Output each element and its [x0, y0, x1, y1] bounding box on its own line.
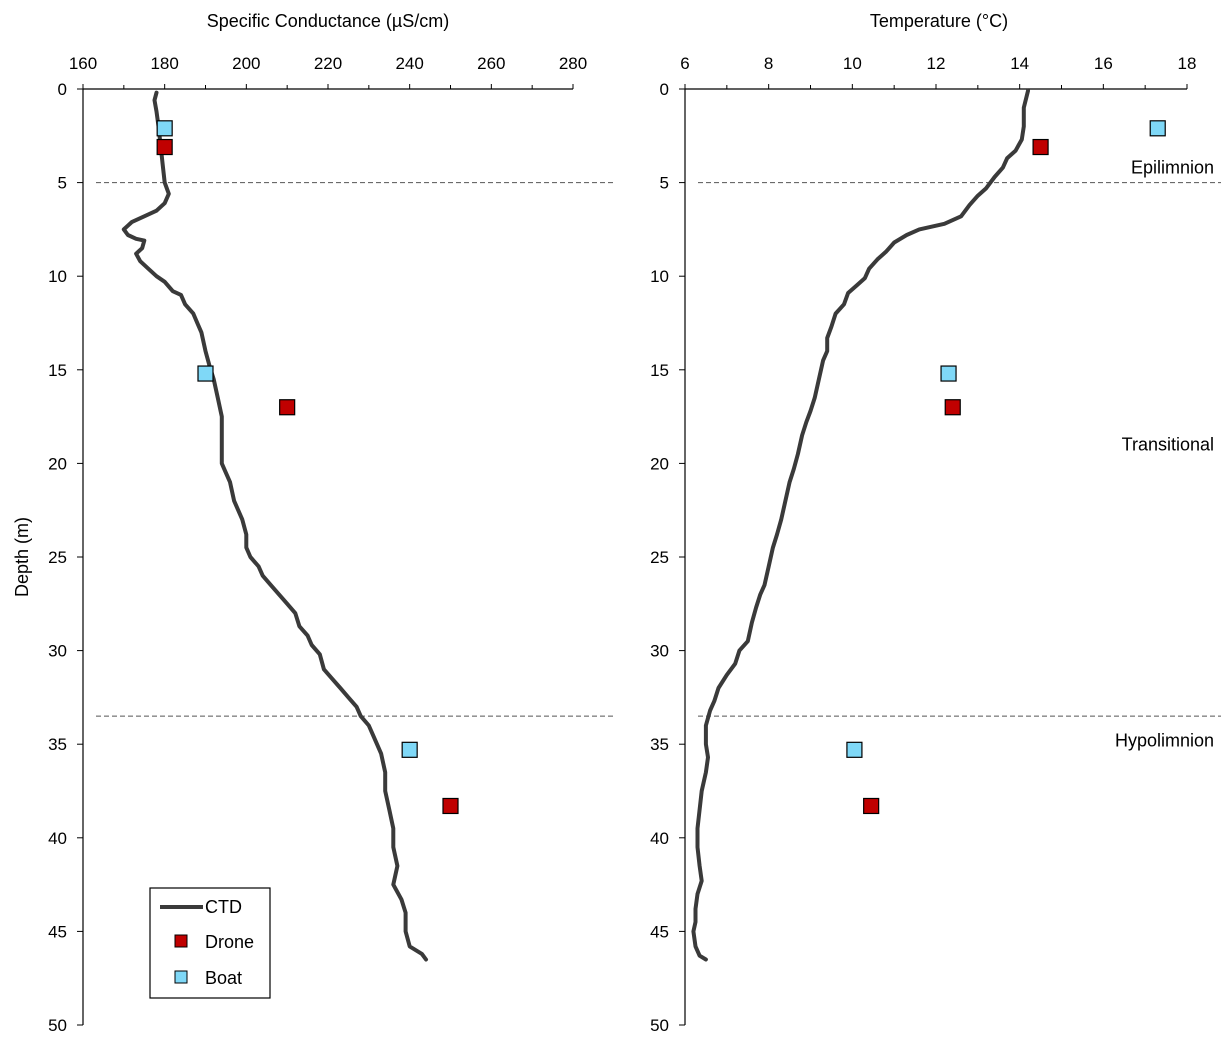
legend-label-drone: Drone: [205, 932, 254, 952]
temperature-series: [691, 88, 1166, 962]
conductance-y-tick-label: 25: [48, 548, 67, 567]
conductance-drone-point: [156, 138, 173, 156]
conductance-y-tick-label: 30: [48, 642, 67, 661]
conductance-x-tick-label: 240: [395, 54, 423, 73]
temperature-x-tick-label: 12: [927, 54, 946, 73]
temperature-annotations: Epilimnion Transitional Hypolimnion: [1115, 158, 1214, 751]
zone-label-epilimnion: Epilimnion: [1131, 158, 1214, 178]
temperature-y-tick-label: 50: [650, 1016, 669, 1035]
depth-y-axis-title: Depth (m): [12, 517, 32, 597]
temperature-drone-point: [944, 399, 961, 416]
conductance-reference-lines: [96, 182, 615, 717]
temperature-drone-point: [1032, 138, 1049, 156]
temperature-y-tick-label: 5: [660, 174, 669, 193]
legend-swatch-boat: [174, 970, 188, 984]
conductance-x-tick-label: 280: [559, 54, 587, 73]
conductance-x-tick-label: 260: [477, 54, 505, 73]
conductance-axes: 160 180 200 220 240 260 280 0 5 10 15 20 25 30 35 40 45 5…: [48, 54, 587, 1035]
zone-label-hypolimnion: Hypolimnion: [1115, 730, 1214, 750]
conductance-x-tick-label: 180: [150, 54, 178, 73]
temperature-ctd-line: [691, 88, 1030, 962]
legend-swatch-drone: [174, 934, 188, 948]
temperature-x-tick-label: 14: [1010, 54, 1029, 73]
temperature-y-tick-label: 15: [650, 361, 669, 380]
temperature-boat-point: [1149, 120, 1166, 137]
conductance-x-tick-label: 220: [314, 54, 342, 73]
temperature-boat-point: [846, 741, 863, 758]
conductance-series: [121, 90, 459, 962]
conductance-drone-point: [279, 399, 296, 416]
temperature-x-tick-label: 18: [1178, 54, 1197, 73]
conductance-x-tick-label: 200: [232, 54, 260, 73]
temperature-x-tick-label: 8: [764, 54, 773, 73]
conductance-y-tick-label: 5: [58, 174, 67, 193]
conductance-y-tick-label: 50: [48, 1016, 67, 1035]
conductance-boat-point: [197, 365, 214, 382]
conductance-y-tick-label: 20: [48, 454, 67, 473]
conductance-boat-point: [401, 741, 418, 758]
temperature-panel: Temperature (°C) 6 8 10 12 14 16 18 0 5 10 15 20 25 3…: [650, 11, 1221, 1035]
conductance-x-tick-label: 160: [69, 54, 97, 73]
conductance-y-tick-label: 10: [48, 267, 67, 286]
conductance-y-tick-label: 40: [48, 829, 67, 848]
temperature-drone-point: [863, 797, 880, 815]
temperature-y-tick-label: 10: [650, 267, 669, 286]
zone-label-transitional: Transitional: [1122, 435, 1214, 455]
temperature-y-tick-label: 35: [650, 735, 669, 754]
temperature-y-tick-label: 40: [650, 829, 669, 848]
temperature-y-tick-label: 30: [650, 642, 669, 661]
conductance-y-tick-label: 15: [48, 361, 67, 380]
temperature-x-tick-label: 16: [1094, 54, 1113, 73]
conductance-y-tick-label: 45: [48, 922, 67, 941]
temperature-x-tick-label: 10: [843, 54, 862, 73]
temperature-y-tick-label: 20: [650, 454, 669, 473]
temperature-y-tick-label: 0: [660, 80, 669, 99]
conductance-x-axis-title: Specific Conductance (µS/cm): [207, 11, 449, 31]
temperature-y-tick-label: 25: [650, 548, 669, 567]
temperature-axes: 6 8 10 12 14 16 18 0 5 10 15 20 25 30 35 40 45 50: [650, 54, 1196, 1035]
temperature-reference-lines: [698, 182, 1221, 717]
temperature-boat-point: [940, 365, 957, 382]
conductance-y-tick-label: 0: [58, 80, 67, 99]
conductance-y-tick-label: 35: [48, 735, 67, 754]
conductance-drone-point: [442, 797, 459, 815]
legend: CTD Drone Boat: [149, 887, 271, 999]
temperature-x-tick-label: 6: [680, 54, 689, 73]
conductance-boat-point: [156, 120, 173, 137]
temperature-x-axis-title: Temperature (°C): [870, 11, 1008, 31]
temperature-y-tick-label: 45: [650, 922, 669, 941]
legend-label-ctd: CTD: [205, 897, 242, 917]
legend-label-boat: Boat: [205, 968, 242, 988]
conductance-ctd-line: [121, 90, 428, 962]
conductance-panel: Specific Conductance (µS/cm) Depth (m) 1…: [12, 11, 615, 1035]
